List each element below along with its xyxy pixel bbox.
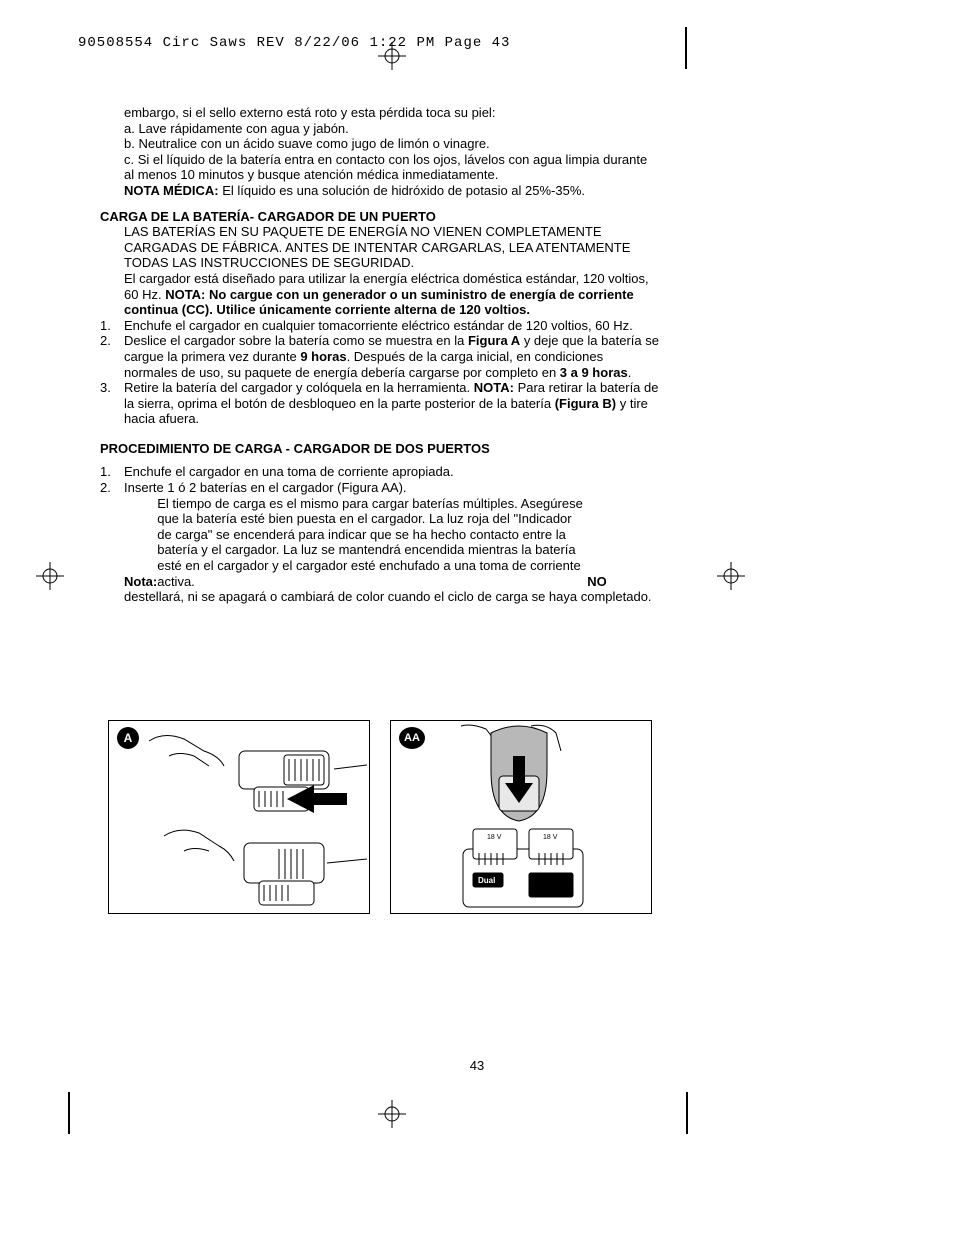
t: Deslice el cargador sobre la batería com… (124, 333, 468, 348)
no-bold: NO (587, 574, 607, 589)
s1-li1-num: 1. (100, 318, 124, 334)
nota-medica-label: NOTA MÉDICA: (124, 183, 219, 198)
figures-row: A AA (108, 720, 652, 914)
s2-li1-text: Enchufe el cargador en una toma de corri… (124, 464, 660, 480)
figure-a-illustration (109, 721, 371, 915)
t: Inserte 1 ó 2 baterías en el cargador (F… (124, 480, 407, 495)
s1-li2-num: 2. (100, 333, 124, 380)
nota-label: NOTA: (474, 380, 514, 395)
s1-li3-num: 3. (100, 380, 124, 427)
three-nine-hours: 3 a 9 horas (560, 365, 628, 380)
intro-nota: NOTA MÉDICA: El líquido es una solución … (124, 183, 660, 199)
s2-li2-num: 2. (100, 480, 124, 605)
section1-heading: CARGA DE LA BATERÍA- CARGADOR DE UN PUER… (100, 209, 660, 225)
section2-heading: PROCEDIMIENTO DE CARGA - CARGADOR DE DOS… (100, 441, 660, 457)
figb-ref: (Figura B) (555, 396, 616, 411)
s1-li2-text: Deslice el cargador sobre la batería com… (124, 333, 660, 380)
figure-aa-illustration: 18 V 18 V Dual (391, 721, 653, 915)
nota-medica-text: El líquido es una solución de hidróxido … (219, 183, 585, 198)
s2-li2: 2. Inserte 1 ó 2 baterías en el cargador… (100, 480, 660, 605)
section1-caps: LAS BATERÍAS EN SU PAQUETE DE ENERGÍA NO… (124, 224, 660, 271)
s1-li3: 3. Retire la batería del cargador y coló… (100, 380, 660, 427)
intro-a: a. Lave rápidamente con agua y jabón. (124, 121, 660, 137)
t: Retire la batería del cargador y colóque… (124, 380, 474, 395)
figure-a: A (108, 720, 370, 914)
nota-label: Nota: (124, 574, 157, 589)
s2-li1-num: 1. (100, 464, 124, 480)
intro-b: b. Neutralice con un ácido suave como ju… (124, 136, 660, 152)
figure-a-label: A (117, 727, 139, 749)
s1-li1-text: Enchufe el cargador en cualquier tomacor… (124, 318, 660, 334)
figa-ref: Figura A (468, 333, 520, 348)
t: El tiempo de carga es el mismo para carg… (157, 496, 587, 590)
page-content: embargo, si el sello externo está roto y… (100, 105, 660, 605)
s1-bold: NOTA: No cargue con un generador o un su… (124, 287, 634, 318)
registration-mark-bottom (378, 1100, 406, 1128)
page-number: 43 (0, 1058, 954, 1073)
volt-left: 18 V (487, 834, 502, 841)
t: destellará, ni se apagará o cambiará de … (124, 589, 652, 604)
intro-c: c. Si el líquido de la batería entra en … (124, 152, 660, 183)
print-slug: 90508554 Circ Saws REV 8/22/06 1:22 PM P… (78, 35, 510, 51)
nine-hours: 9 horas (300, 349, 346, 364)
s1-li1: 1. Enchufe el cargador en cualquier toma… (100, 318, 660, 334)
s2-li2-text: Inserte 1 ó 2 baterías en el cargador (F… (124, 480, 660, 605)
dual-label: Dual (478, 876, 495, 885)
intro-p1: embargo, si el sello externo está roto y… (124, 105, 660, 121)
section1-note: El cargador está diseñado para utilizar … (124, 271, 660, 318)
crop-mark-bottom-left (68, 1092, 70, 1134)
s2-li1: 1. Enchufe el cargador en una toma de co… (100, 464, 660, 480)
crop-mark-bottom-right (686, 1092, 688, 1134)
registration-mark-right (717, 562, 745, 590)
s1-li3-text: Retire la batería del cargador y colóque… (124, 380, 660, 427)
registration-mark-left (36, 562, 64, 590)
t: . (628, 365, 632, 380)
volt-right: 18 V (543, 834, 558, 841)
figure-aa-label: AA (399, 727, 425, 749)
crop-mark-top-right (685, 27, 687, 69)
s1-li2: 2. Deslice el cargador sobre la batería … (100, 333, 660, 380)
figure-aa: AA 18 V 18 V Dual (390, 720, 652, 914)
registration-mark-top (378, 42, 406, 70)
s2-li2-body: El tiempo de carga es el mismo para carg… (157, 574, 587, 589)
